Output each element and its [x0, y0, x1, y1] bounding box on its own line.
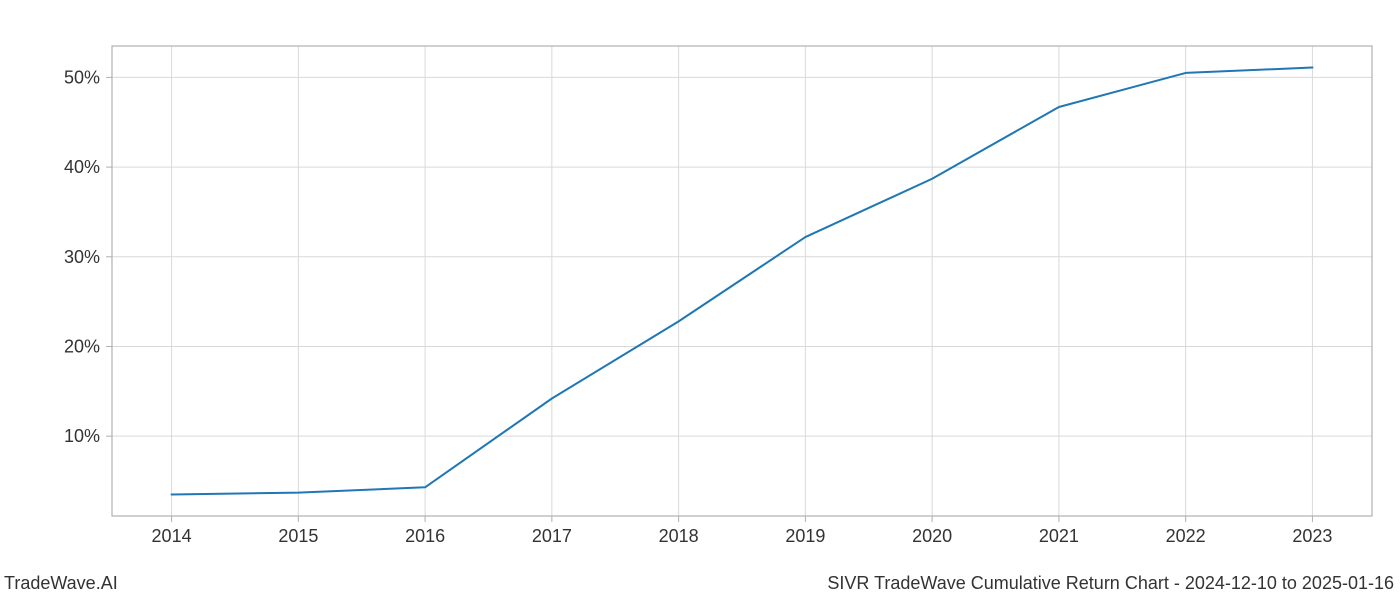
- y-tick-label: 30%: [64, 247, 100, 267]
- x-tick-label: 2015: [278, 526, 318, 546]
- x-tick-label: 2022: [1166, 526, 1206, 546]
- line-chart: 2014 2015 2016 2017 2018 2019 2020 2021 2022 2023…: [0, 0, 1400, 600]
- x-tick-label: 2018: [659, 526, 699, 546]
- x-tick-label: 2020: [912, 526, 952, 546]
- x-tick-label: 2017: [532, 526, 572, 546]
- footer-left-text: TradeWave.AI: [4, 573, 118, 594]
- y-tick-label: 40%: [64, 157, 100, 177]
- footer-right-text: SIVR TradeWave Cumulative Return Chart -…: [827, 573, 1394, 594]
- y-tick-label: 10%: [64, 426, 100, 446]
- chart-container: 2014 2015 2016 2017 2018 2019 2020 2021 2022 2023…: [0, 0, 1400, 600]
- y-tick-label: 50%: [64, 67, 100, 87]
- x-tick-label: 2014: [152, 526, 192, 546]
- x-tick-label: 2019: [785, 526, 825, 546]
- x-tick-label: 2021: [1039, 526, 1079, 546]
- x-tick-label: 2016: [405, 526, 445, 546]
- y-tick-label: 20%: [64, 336, 100, 356]
- x-tick-label: 2023: [1292, 526, 1332, 546]
